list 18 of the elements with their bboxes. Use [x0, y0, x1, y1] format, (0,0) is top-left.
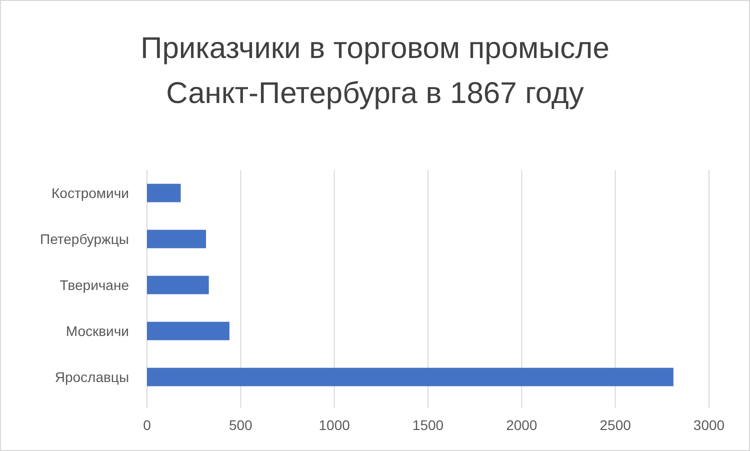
y-tick-label: Тверичане: [60, 276, 130, 293]
x-tick-label: 2500: [600, 417, 632, 433]
x-tick-label: 500: [228, 417, 253, 433]
x-tick-label: 1000: [318, 417, 350, 433]
bar: [147, 322, 230, 340]
x-tick-label: 1500: [412, 417, 444, 433]
y-tick-label: Ярославцы: [54, 368, 129, 385]
chart-title: Приказчики в торговом промысле Санкт-Петербурга в 1867 году: [140, 32, 610, 110]
x-tick-label: 2000: [506, 417, 538, 433]
y-tick-label: Москвичи: [66, 322, 129, 339]
y-tick-label: Костромичи: [52, 184, 129, 201]
bar: [147, 184, 181, 202]
bar: [147, 230, 206, 248]
bar: [147, 368, 674, 386]
bar: [147, 276, 209, 294]
x-tick-label: 3000: [693, 417, 725, 433]
y-tick-label: Петербуржцы: [40, 230, 129, 247]
x-tick-label: 0: [143, 417, 152, 433]
